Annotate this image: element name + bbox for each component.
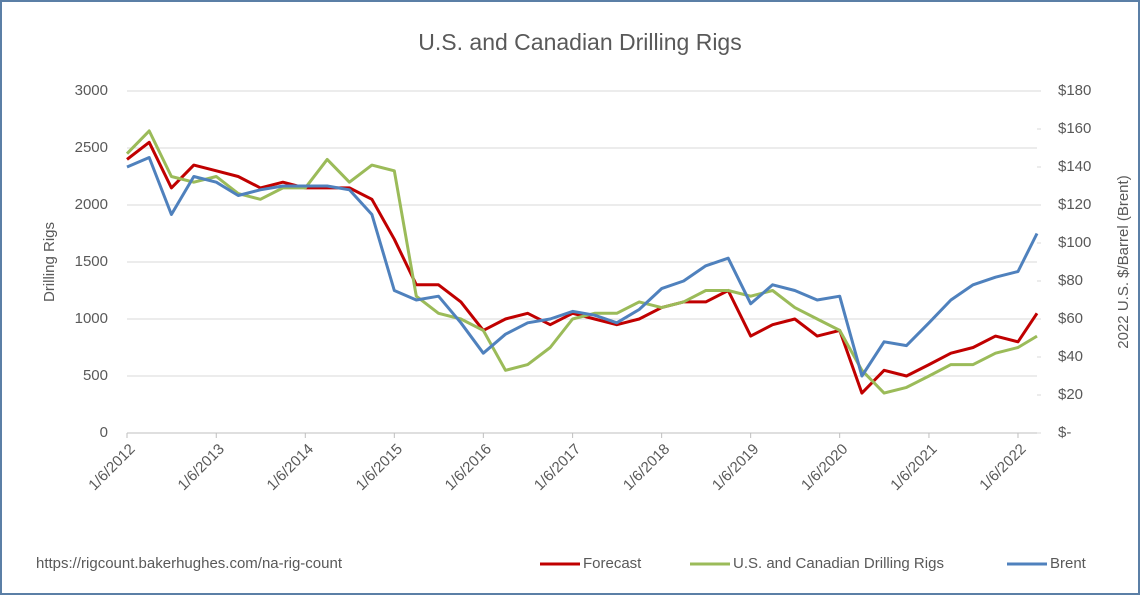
legend-label: Brent bbox=[1050, 555, 1087, 572]
y-tick-label: 2500 bbox=[75, 139, 108, 156]
series-line bbox=[126, 156, 1039, 378]
source: https://rigcount.bakerhughes.com/na-rig-… bbox=[36, 555, 343, 572]
y2-tick-label: $80 bbox=[1058, 272, 1083, 289]
chart-title: U.S. and Canadian Drilling Rigs bbox=[418, 29, 741, 55]
y-axis-label: Drilling Rigs bbox=[41, 222, 58, 302]
series-line bbox=[125, 129, 1038, 395]
y2-axis-label: 2022 U.S. $/Barrel (Brent) bbox=[1115, 175, 1132, 348]
y2-tick-label: $40 bbox=[1058, 348, 1083, 365]
y-tick-label: 1000 bbox=[75, 310, 108, 327]
y-tick-label: 1500 bbox=[75, 253, 108, 270]
y-tick-label: 500 bbox=[83, 367, 108, 384]
y-tick-label: 2000 bbox=[75, 196, 108, 213]
y2-tick-label: $- bbox=[1058, 424, 1071, 441]
y2-tick-label: $100 bbox=[1058, 234, 1091, 251]
y2-tick-label: $180 bbox=[1058, 82, 1091, 99]
y2-tick-label: $60 bbox=[1058, 310, 1083, 327]
y-tick-label: 3000 bbox=[75, 82, 108, 99]
y-tick-label: 0 bbox=[100, 424, 108, 441]
y2-tick-label: $20 bbox=[1058, 386, 1083, 403]
y2-tick-label: $160 bbox=[1058, 120, 1091, 137]
y2-tick-label: $140 bbox=[1058, 158, 1091, 175]
legend-label: U.S. and Canadian Drilling Rigs bbox=[733, 555, 944, 572]
legend-label: Forecast bbox=[583, 555, 642, 572]
y2-tick-label: $120 bbox=[1058, 196, 1091, 213]
